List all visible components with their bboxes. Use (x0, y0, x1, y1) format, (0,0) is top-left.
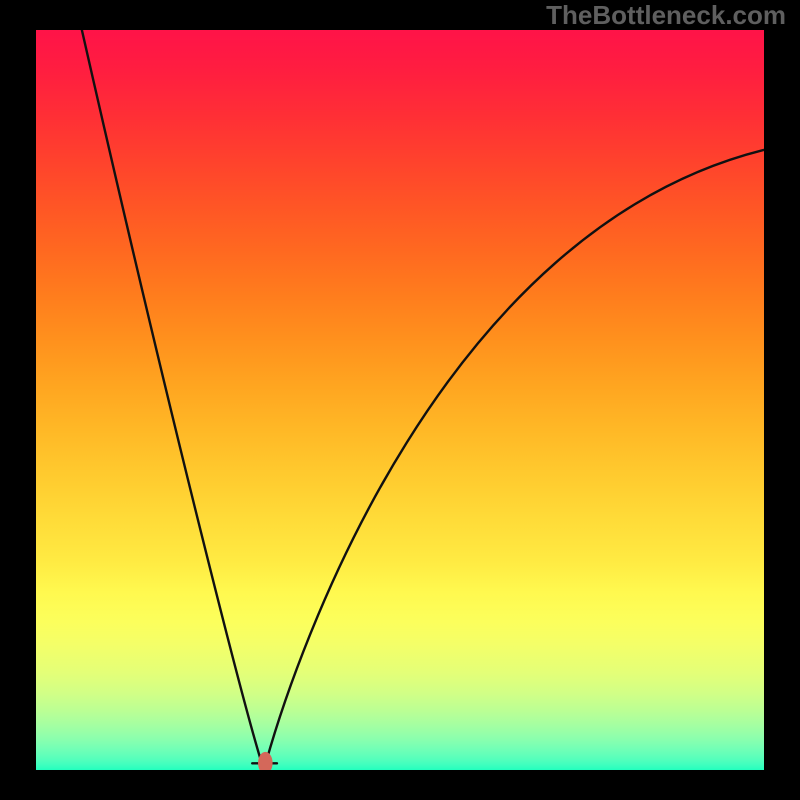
chart-svg (0, 0, 800, 800)
minimum-marker (258, 752, 273, 774)
plot-background-gradient (36, 30, 764, 770)
chart-canvas: TheBottleneck.com (0, 0, 800, 800)
watermark-text: TheBottleneck.com (546, 0, 786, 31)
